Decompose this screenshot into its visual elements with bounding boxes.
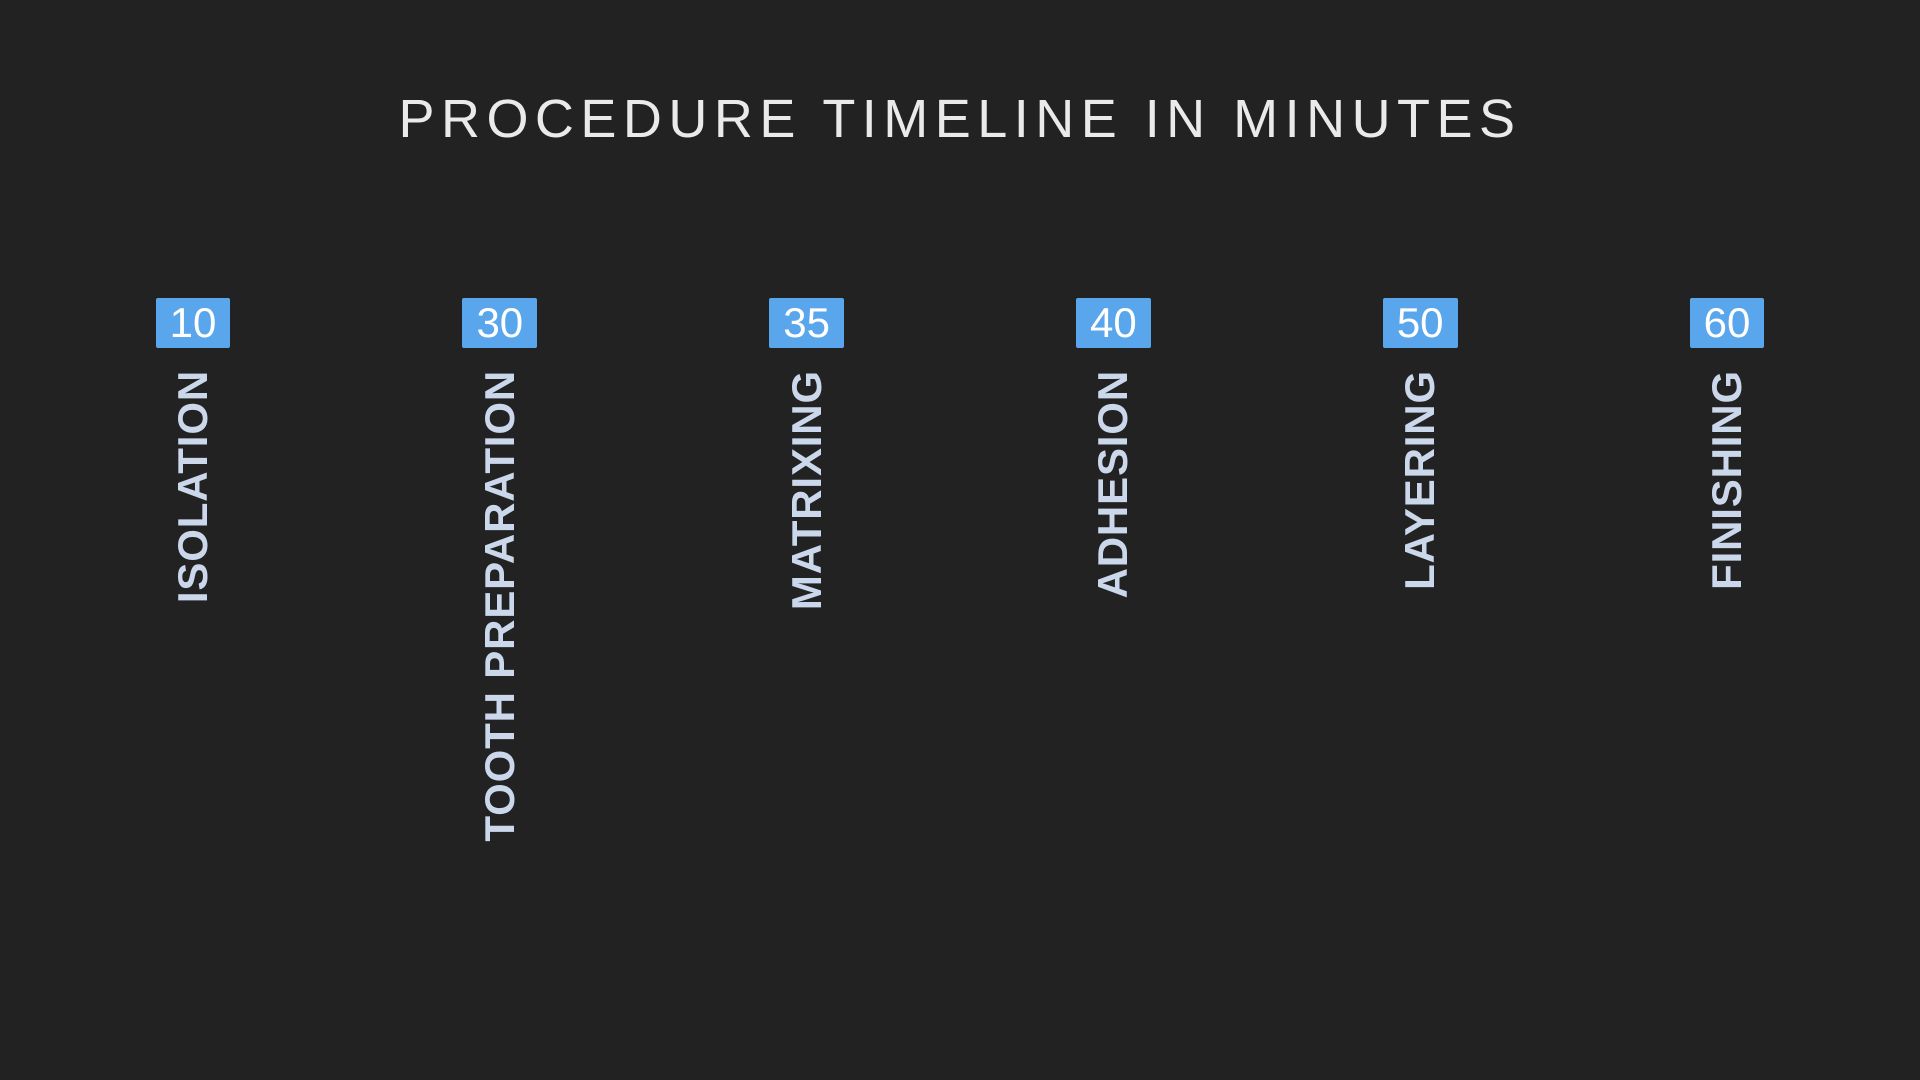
timeline-item: 40 ADHESION bbox=[1073, 298, 1153, 598]
timeline-badge: 35 bbox=[769, 298, 844, 348]
timeline-item: 35 MATRIXING bbox=[767, 298, 847, 610]
timeline-badge: 50 bbox=[1383, 298, 1458, 348]
timeline-item: 60 FINISHING bbox=[1687, 298, 1767, 590]
timeline: 10 ISOLATION 30 TOOTH PREPARATION 35 MAT… bbox=[153, 298, 1767, 842]
timeline-label: FINISHING bbox=[1703, 370, 1751, 590]
timeline-item: 50 LAYERING bbox=[1380, 298, 1460, 590]
timeline-label: TOOTH PREPARATION bbox=[476, 370, 524, 842]
timeline-label: MATRIXING bbox=[783, 370, 831, 610]
timeline-badge: 30 bbox=[462, 298, 537, 348]
page-title: PROCEDURE TIMELINE IN MINUTES bbox=[398, 88, 1521, 150]
timeline-label: LAYERING bbox=[1396, 370, 1444, 590]
timeline-badge: 10 bbox=[156, 298, 231, 348]
timeline-item: 30 TOOTH PREPARATION bbox=[460, 298, 540, 842]
timeline-label: ADHESION bbox=[1089, 370, 1137, 598]
timeline-badge: 40 bbox=[1076, 298, 1151, 348]
timeline-item: 10 ISOLATION bbox=[153, 298, 233, 603]
timeline-label: ISOLATION bbox=[169, 370, 217, 603]
timeline-badge: 60 bbox=[1690, 298, 1765, 348]
